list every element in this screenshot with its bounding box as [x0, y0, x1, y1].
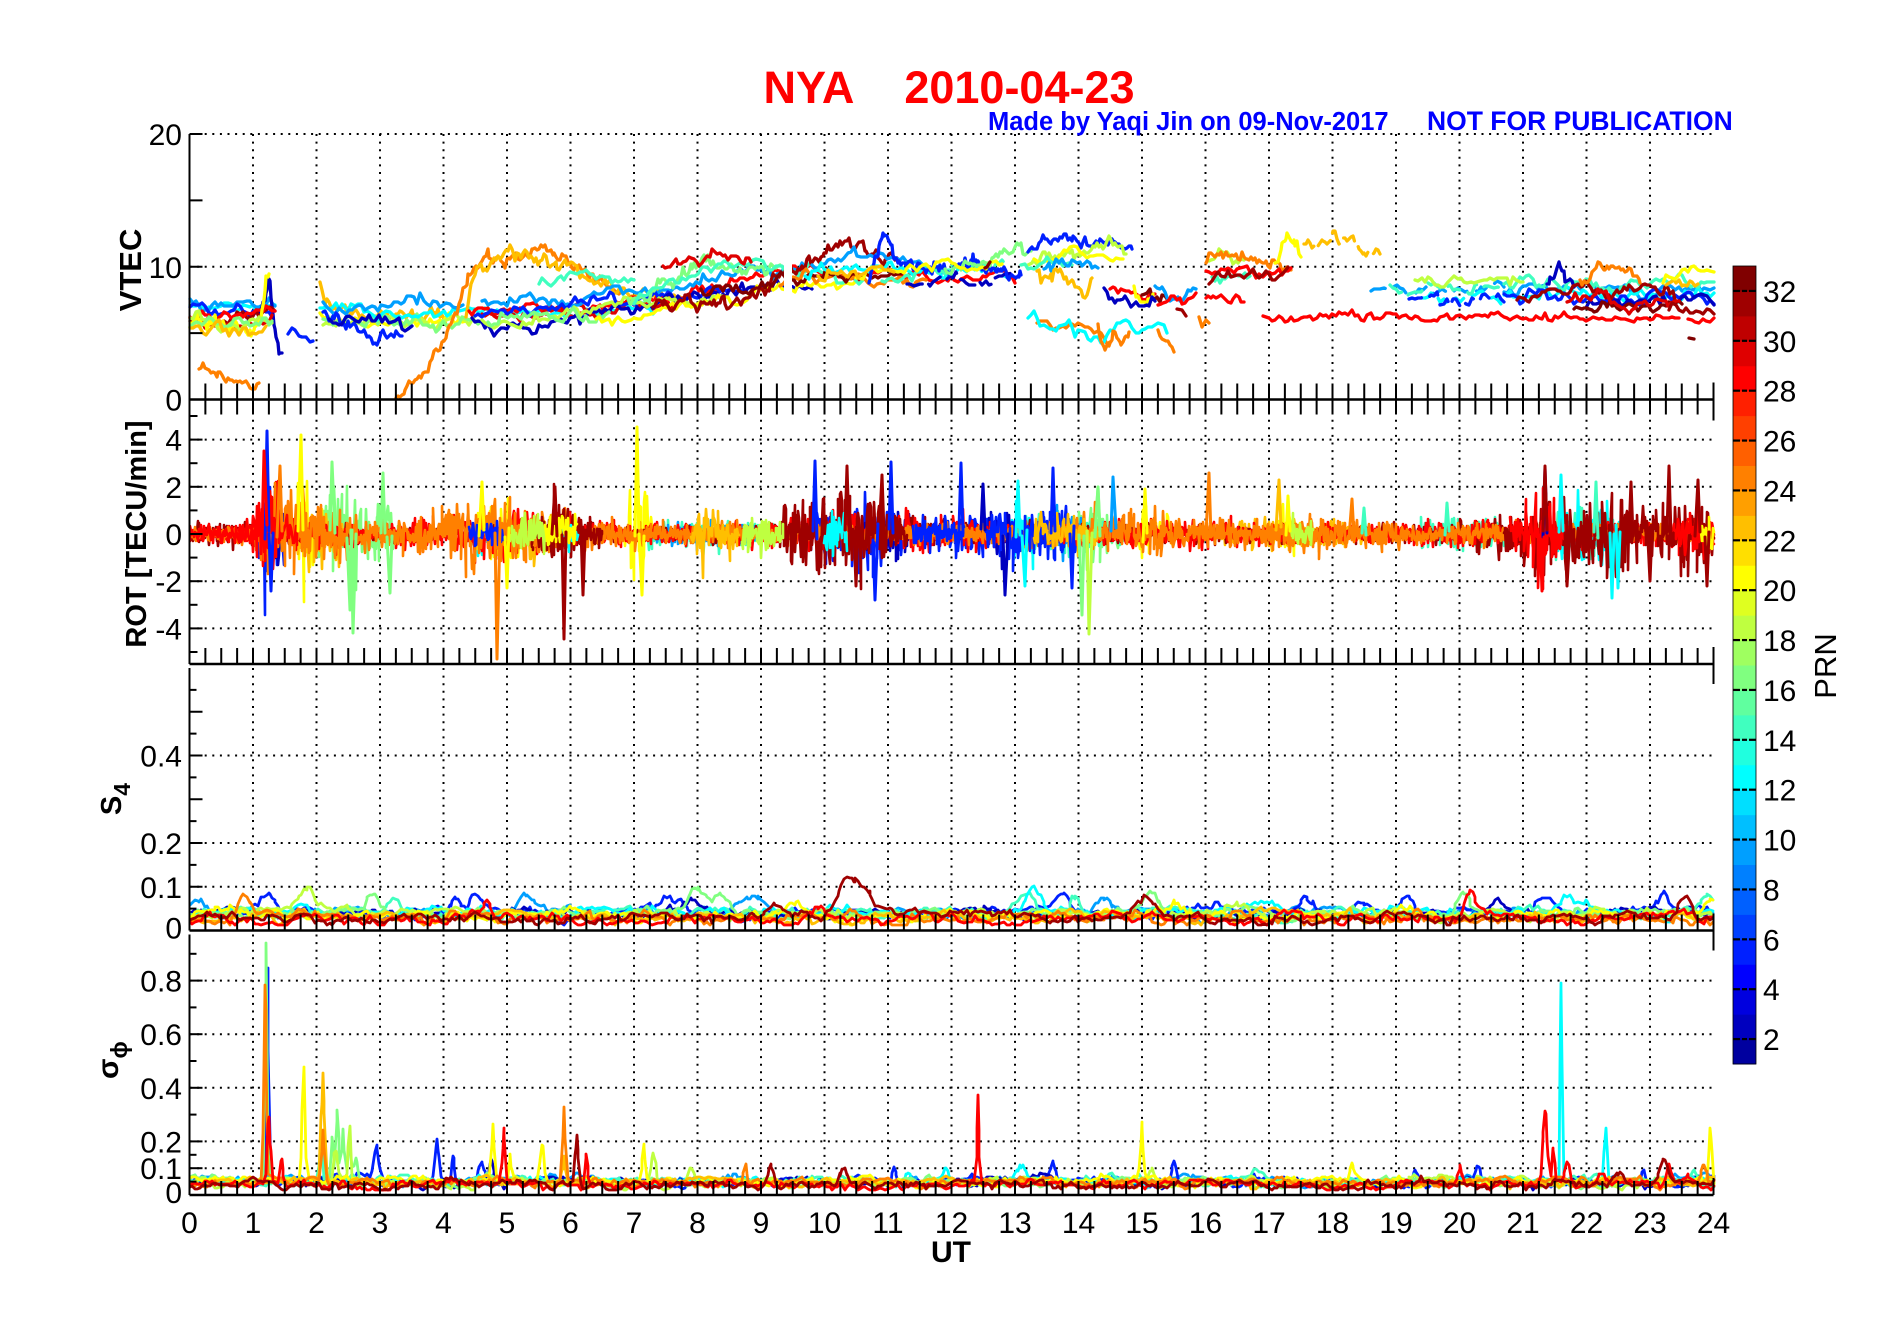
svg-text:0: 0 — [165, 385, 182, 418]
svg-text:30: 30 — [1763, 326, 1796, 359]
svg-text:15: 15 — [1125, 1207, 1158, 1240]
svg-text:NOT FOR PUBLICATION: NOT FOR PUBLICATION — [1427, 106, 1733, 136]
svg-text:1: 1 — [245, 1207, 262, 1240]
svg-text:0: 0 — [165, 519, 182, 552]
svg-text:VTEC: VTEC — [113, 229, 148, 312]
svg-text:18: 18 — [1763, 625, 1796, 658]
svg-text:13: 13 — [998, 1207, 1031, 1240]
svg-text:2: 2 — [1763, 1024, 1780, 1057]
svg-text:17: 17 — [1252, 1207, 1285, 1240]
svg-text:23: 23 — [1633, 1207, 1666, 1240]
svg-text:7: 7 — [626, 1207, 643, 1240]
svg-text:0.2: 0.2 — [140, 1126, 182, 1159]
svg-text:20: 20 — [1763, 575, 1796, 608]
svg-text:6: 6 — [562, 1207, 579, 1240]
svg-text:2: 2 — [308, 1207, 325, 1240]
svg-text:16: 16 — [1763, 675, 1796, 708]
svg-text:10: 10 — [1763, 825, 1796, 858]
svg-text:0: 0 — [181, 1207, 198, 1240]
svg-text:22: 22 — [1763, 525, 1796, 558]
svg-text:12: 12 — [1763, 775, 1796, 808]
svg-text:20: 20 — [1443, 1207, 1476, 1240]
svg-text:10: 10 — [149, 252, 182, 285]
svg-text:0.8: 0.8 — [140, 966, 182, 999]
svg-text:26: 26 — [1763, 426, 1796, 459]
svg-text:0: 0 — [165, 913, 182, 946]
svg-text:21: 21 — [1506, 1207, 1539, 1240]
svg-text:14: 14 — [1763, 725, 1796, 758]
svg-text:22: 22 — [1570, 1207, 1603, 1240]
svg-text:6: 6 — [1763, 924, 1780, 957]
svg-text:24: 24 — [1697, 1207, 1730, 1240]
svg-text:0.2: 0.2 — [140, 828, 182, 861]
svg-text:UT: UT — [931, 1236, 971, 1269]
svg-text:16: 16 — [1189, 1207, 1222, 1240]
svg-text:NYA 2010-04-23: NYA 2010-04-23 — [763, 62, 1134, 113]
svg-text:4: 4 — [1763, 974, 1780, 1007]
svg-text:0.4: 0.4 — [140, 741, 182, 774]
svg-text:5: 5 — [499, 1207, 516, 1240]
svg-text:28: 28 — [1763, 376, 1796, 409]
svg-text:-4: -4 — [155, 613, 182, 646]
svg-text:11: 11 — [872, 1207, 903, 1240]
svg-text:9: 9 — [753, 1207, 770, 1240]
svg-text:18: 18 — [1316, 1207, 1349, 1240]
svg-text:8: 8 — [1763, 874, 1780, 907]
svg-text:12: 12 — [935, 1207, 968, 1240]
svg-text:ROT [TECU/min]: ROT [TECU/min] — [121, 420, 153, 647]
svg-text:14: 14 — [1062, 1207, 1095, 1240]
svg-text:-2: -2 — [155, 566, 182, 599]
svg-text:4: 4 — [435, 1207, 452, 1240]
svg-text:PRN: PRN — [1808, 633, 1843, 698]
svg-text:3: 3 — [372, 1207, 389, 1240]
svg-text:0: 0 — [165, 1177, 182, 1210]
svg-text:20: 20 — [149, 119, 182, 152]
svg-text:32: 32 — [1763, 276, 1796, 309]
svg-text:0.6: 0.6 — [140, 1019, 182, 1052]
svg-text:24: 24 — [1763, 475, 1796, 508]
svg-text:Made by Yaqi Jin on 09-Nov-201: Made by Yaqi Jin on 09-Nov-2017 — [988, 108, 1389, 136]
svg-text:10: 10 — [808, 1207, 841, 1240]
svg-text:0.4: 0.4 — [140, 1073, 182, 1106]
svg-text:4: 4 — [165, 425, 182, 458]
svg-text:19: 19 — [1379, 1207, 1412, 1240]
svg-text:0.1: 0.1 — [140, 1153, 182, 1186]
svg-text:8: 8 — [689, 1207, 706, 1240]
svg-text:0.1: 0.1 — [140, 872, 182, 905]
svg-text:2: 2 — [165, 472, 182, 505]
